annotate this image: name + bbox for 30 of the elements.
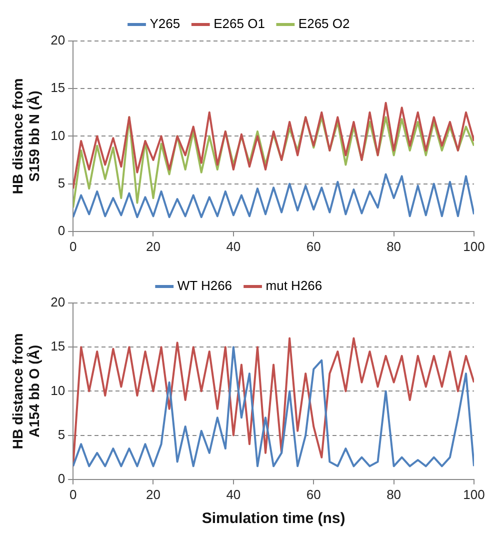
y-tick-label: 0	[58, 222, 66, 238]
x-tick-label: 20	[146, 238, 160, 254]
x-tick-label: 60	[306, 238, 321, 254]
y-tick-label: 0	[58, 470, 66, 486]
x-axis-title: Simulation time (ns)	[202, 510, 346, 528]
x-tick-label: 80	[386, 486, 402, 502]
y-tick-label: 10	[50, 382, 66, 398]
legend-label: mut H266	[266, 278, 322, 294]
x-tick-label: 80	[386, 238, 402, 254]
y-tick-label: 5	[58, 175, 66, 190]
legend-label: E265 O1	[214, 16, 265, 32]
y-tick-label: 15	[50, 80, 66, 96]
x-tick-label: 100	[463, 238, 485, 254]
y-tick-label: 20	[50, 32, 66, 48]
x-tick-label: 40	[226, 238, 241, 254]
y-tick-label: 10	[50, 128, 66, 143]
x-tick-label: 40	[226, 486, 241, 502]
legend-label: Y265	[150, 16, 180, 32]
legend-label: E265 O2	[298, 16, 350, 32]
y-axis-title: HB distance from S159 bb N (Å)	[9, 78, 42, 194]
y-tick-label: 20	[50, 294, 66, 310]
x-tick-label: 0	[69, 486, 77, 502]
y-axis-title: HB distance from A154 bb O (Å)	[9, 333, 42, 450]
y-tick-label: 5	[58, 426, 66, 442]
legend-label: WT H266	[177, 278, 232, 294]
x-tick-label: 20	[146, 486, 160, 502]
x-tick-label: 100	[463, 486, 485, 502]
x-tick-label: 0	[69, 238, 77, 254]
x-tick-label: 60	[306, 486, 321, 502]
y-tick-label: 15	[50, 338, 66, 354]
